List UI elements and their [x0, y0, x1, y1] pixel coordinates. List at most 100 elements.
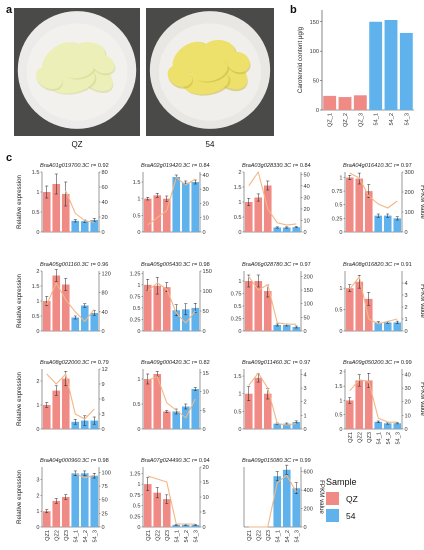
right-tick-label: 15 [203, 480, 209, 486]
fpkm-line [65, 190, 95, 223]
gene-name: BraA03g028330.3C [242, 163, 292, 169]
right-tick-label: 50 [203, 309, 209, 315]
x-tick-label: QZ2 [54, 530, 60, 541]
bar-54_3 [90, 313, 99, 331]
x-tick-label: 54_2 [83, 530, 89, 542]
photo-panels: QZ 54 [14, 8, 274, 149]
left-tick-label: 0.5 [32, 210, 40, 216]
x-tick-label: 54_3 [395, 432, 401, 444]
bar-QZ1 [244, 202, 253, 232]
panel-title: BraA09g015080.3C r= 0.99 [242, 458, 311, 464]
left-tick-label: 0.5 [335, 308, 343, 314]
x-tick-label: 54_1 [275, 530, 281, 542]
legend-swatch-QZ [326, 492, 339, 505]
bar-54_1 [273, 423, 282, 429]
bar-54_1 [374, 421, 383, 429]
left-tick-label: 1.5 [133, 180, 141, 186]
correlation-r: r= 0.94 [192, 458, 210, 464]
bar-54_1 [71, 473, 80, 527]
bar-54_2 [282, 469, 291, 527]
left-tick-label: 0.75 [130, 493, 141, 499]
right-tick-label: 12 [102, 367, 108, 373]
right-tick-label: 40 [102, 200, 108, 206]
bar-54_3 [393, 218, 402, 232]
photo-label: 54 [206, 140, 215, 149]
bar-QZ3 [61, 194, 70, 232]
right-tick-label: 200 [304, 507, 313, 513]
left-tick-label: 1 [339, 398, 342, 404]
bar-QZ1 [143, 379, 152, 429]
gene-name: BraA04g016410.3C [343, 163, 393, 169]
correlation-r: r= 0.92 [91, 163, 109, 169]
bar-54_1 [369, 21, 383, 110]
bar-54_3 [191, 307, 200, 331]
legend-title: Sample [326, 477, 357, 487]
bar-QZ_3 [353, 95, 367, 110]
bar-54_2 [384, 20, 398, 110]
bar-54_1 [273, 325, 282, 331]
left-tick-label: 0.5 [133, 213, 141, 219]
expression-panel-BraA01g019700.3C: BraA01g019700.3C r= 0.92 0 0.5 1 1.5 0 20 40 60 80… [16, 163, 109, 236]
right-tick-label: 50 [102, 498, 108, 504]
expression-panel-BraA06g028780.3C: BraA06g028780.3C r= 0.97 0 0.25 0.5 0.75 1 0 50 1… [231, 262, 313, 335]
bar-54_1 [71, 317, 80, 331]
legend-label-54: 54 [346, 511, 356, 521]
bar-QZ1 [42, 301, 51, 331]
bar-54_3 [292, 227, 301, 232]
right-tick-label: 20 [405, 400, 411, 406]
gene-name: BraA05g001160.3C [40, 262, 90, 268]
left-tick-label: 0.5 [32, 314, 40, 320]
left-tick-label: 1 [238, 200, 241, 206]
left-tick-label: 2 [238, 170, 241, 176]
bar-QZ3 [162, 287, 171, 331]
bar-54_2 [383, 215, 392, 232]
right-tick-label: 400 [304, 488, 313, 494]
bar-QZ1 [143, 284, 152, 331]
panel-title: BraA01g019700.3C r= 0.92 [40, 163, 109, 169]
bar-54_3 [292, 421, 301, 429]
expression-panel-BraA09g050200.3C: BraA09g050200.3C r= 0.9900.511.5201020304… [335, 360, 424, 444]
bar-QZ3 [61, 497, 70, 527]
bar-54_1 [374, 322, 383, 331]
y-tick-label: 150 [310, 20, 319, 26]
panel-title: BraA04g000960.3C r= 0.98 [40, 458, 109, 464]
bar-54_1 [374, 215, 383, 232]
left-tick-label: 0 [36, 427, 39, 433]
right-tick-label: 0 [203, 525, 206, 531]
left-tick-label: 1 [36, 299, 39, 305]
bar-54_2 [282, 227, 291, 232]
left-tick-label: 1 [137, 482, 140, 488]
left-tick-label: 0 [137, 230, 140, 236]
left-tick-label: 0.25 [231, 317, 242, 323]
gene-name: BraA07g024490.3C [141, 458, 191, 464]
correlation-r: r= 0.98 [91, 458, 109, 464]
bar-QZ1 [42, 511, 51, 527]
bar-QZ2 [355, 380, 364, 429]
x-tick-label: 54_3 [92, 530, 98, 542]
x-tick-label: 54_2 [184, 530, 190, 542]
right-tick-label: 150 [203, 269, 212, 275]
left-tick-label: 1 [238, 392, 241, 398]
bar-QZ2 [355, 281, 364, 331]
expression-panel-BraA04g000960.3C: BraA04g000960.3C r= 0.98 0 1 2 3 0 25 50 75 100 QZ1… [16, 458, 111, 542]
left-tick-label: 1.5 [32, 284, 40, 290]
right-tick-label: 40 [304, 184, 310, 190]
right-tick-label: 40 [405, 372, 411, 378]
panel-title: BraA05g001160.3C r= 0.96 [40, 262, 108, 268]
fpkm-line [349, 276, 398, 325]
correlation-r: r= 0.82 [192, 360, 210, 366]
panel-title: BraA05g005430.3C r= 0.98 [141, 262, 210, 268]
left-tick-label: 0.5 [234, 215, 242, 221]
right-tick-label: 50 [304, 315, 310, 321]
right-tick-label: 40 [102, 310, 108, 316]
left-tick-label: 0 [137, 427, 140, 433]
bar-54_2 [181, 524, 190, 527]
bar-QZ3 [162, 411, 171, 429]
y-axis-label: Carotenoid content μg/g [297, 26, 304, 93]
x-tick-label: QZ_3 [358, 113, 364, 127]
right-tick-label: 0 [304, 230, 307, 236]
expression-panel-BraA03g028330.3C: BraA03g028330.3C r= 0.8400.511.5201020304… [234, 163, 311, 236]
x-tick-label: 54_2 [386, 432, 392, 444]
gene-name: BraA04g000960.3C [40, 458, 90, 464]
right-tick-label: 0 [102, 427, 105, 433]
